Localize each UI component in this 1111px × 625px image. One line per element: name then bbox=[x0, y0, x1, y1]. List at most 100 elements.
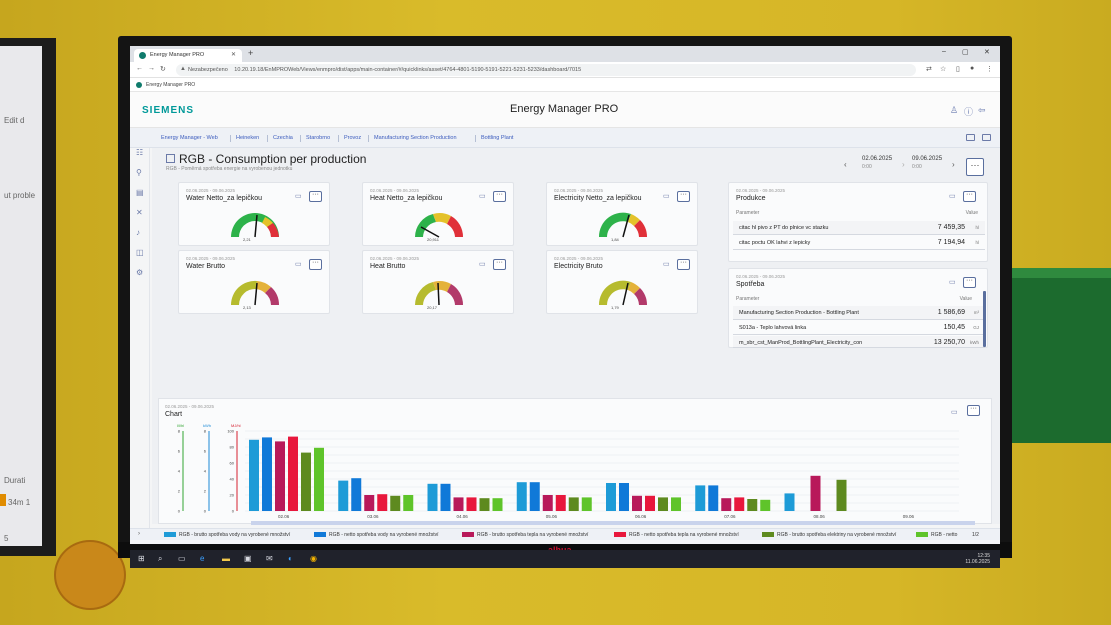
gauge-card: 02.06.2025 - 09.06.2025 Water Brutto ▭ ··… bbox=[178, 250, 330, 314]
gauge-title: Water Brutto bbox=[186, 263, 226, 270]
side-panel-icon[interactable]: ▯ bbox=[956, 66, 960, 73]
breadcrumb-item[interactable]: Czechia bbox=[273, 135, 293, 141]
browser-tab-title: Energy Manager PRO bbox=[150, 52, 205, 58]
profile-icon[interactable]: ● bbox=[970, 65, 975, 72]
breadcrumb-item[interactable]: Manufacturing Section Production bbox=[374, 135, 457, 141]
new-tab-button[interactable]: + bbox=[248, 48, 254, 58]
table-scrollbar[interactable] bbox=[983, 291, 986, 347]
card-more-button[interactable]: ··· bbox=[493, 259, 506, 270]
chart-bar bbox=[581, 497, 592, 511]
comment-icon[interactable]: ▭ bbox=[949, 193, 956, 200]
store-icon[interactable]: ▣ bbox=[244, 554, 252, 563]
back-icon[interactable]: ← bbox=[136, 65, 143, 72]
folder-icon[interactable]: ▬ bbox=[222, 554, 230, 563]
bell-icon[interactable]: ♪ bbox=[136, 228, 140, 237]
x-tick-label: 06.06 bbox=[635, 514, 647, 519]
legend-expand-icon[interactable]: › bbox=[138, 531, 140, 537]
bookmark-favicon-icon bbox=[136, 82, 142, 88]
chart-bar bbox=[262, 437, 272, 511]
user-icon[interactable]: ♙ bbox=[950, 105, 959, 115]
comment-icon[interactable]: ▭ bbox=[663, 261, 670, 268]
tv-monitor: alhua Energy Manager PRO ✕ + – ▢ ✕ ← → ↻… bbox=[118, 36, 1012, 568]
card-more-button[interactable]: ··· bbox=[677, 259, 690, 270]
wall-sticker bbox=[54, 540, 126, 610]
breadcrumb-item[interactable]: Heineken bbox=[236, 135, 260, 141]
y-tick-label: 6 bbox=[178, 449, 181, 454]
search-icon[interactable]: ⌕ bbox=[158, 554, 163, 563]
hierarchy-icon[interactable]: ☷ bbox=[136, 148, 144, 157]
chart-bar bbox=[314, 447, 324, 511]
x-tick-label: 04.06 bbox=[456, 514, 468, 519]
comment-icon[interactable]: ▭ bbox=[949, 279, 956, 286]
comment-icon[interactable]: ▭ bbox=[479, 193, 486, 200]
breadcrumb-item[interactable]: Starobrno bbox=[306, 135, 331, 141]
date-to[interactable]: 09.06.2025 0:00 bbox=[912, 156, 943, 170]
legend-item[interactable]: RGB - netto bbox=[916, 532, 957, 538]
legend-item[interactable]: RGB - brutto spotřeba elektriny na vyrob… bbox=[762, 532, 896, 538]
report-icon[interactable]: ◫ bbox=[136, 248, 144, 257]
y-tick-label: 0 bbox=[232, 509, 235, 514]
date-from[interactable]: 02.06.2025 0:00 bbox=[862, 156, 893, 170]
card-more-button[interactable]: ··· bbox=[963, 191, 976, 202]
gauge-water-netto bbox=[231, 213, 279, 238]
chrome-icon[interactable]: ◉ bbox=[310, 554, 317, 563]
gauge-title: Heat Brutto bbox=[370, 263, 406, 270]
mail-icon[interactable]: ✉ bbox=[266, 554, 273, 563]
panel-layout-icon[interactable] bbox=[966, 134, 975, 141]
edge-pinned-icon[interactable]: ◐ bbox=[288, 554, 293, 563]
date-prev-icon[interactable]: ‹ bbox=[844, 160, 847, 169]
start-icon[interactable]: ⊞ bbox=[138, 554, 145, 563]
close-window-button[interactable]: ✕ bbox=[984, 49, 990, 56]
tools-icon[interactable]: ✕ bbox=[136, 208, 143, 217]
legend-item[interactable]: RGB - brutto spotřeba vody na vyrobené m… bbox=[164, 532, 290, 538]
forward-icon[interactable]: → bbox=[148, 65, 155, 72]
legend-item[interactable]: RGB - netto spotřeba vody na vyrobené mn… bbox=[314, 532, 439, 538]
minimize-button[interactable]: – bbox=[942, 48, 946, 55]
link-icon[interactable]: ⚲ bbox=[136, 168, 142, 177]
comment-icon[interactable]: ▭ bbox=[479, 261, 486, 268]
breadcrumb-item[interactable]: Energy Manager - Web bbox=[161, 135, 218, 141]
browser-tab[interactable]: Energy Manager PRO ✕ bbox=[134, 49, 242, 62]
menu-icon[interactable]: ⋮ bbox=[986, 66, 993, 73]
edge-icon[interactable]: e bbox=[200, 554, 205, 563]
translate-icon[interactable]: ⇄ bbox=[926, 66, 932, 73]
date-next-icon[interactable]: › bbox=[952, 160, 955, 169]
panel-split-icon[interactable] bbox=[982, 134, 991, 141]
chart-icon[interactable]: ▤ bbox=[136, 188, 144, 197]
settings-icon[interactable]: ⚙ bbox=[136, 268, 144, 277]
chart-legend: › RGB - brutto spotřeba vody na vyrobené… bbox=[130, 528, 1000, 540]
page-more-button[interactable]: ··· bbox=[966, 158, 984, 176]
chart-bar bbox=[760, 499, 771, 511]
gauge-electricity-netto bbox=[598, 212, 648, 238]
date-range-arrow-icon: › bbox=[902, 160, 905, 169]
logout-icon[interactable]: ⇦ bbox=[978, 105, 986, 115]
bookmark-item[interactable]: Energy Manager PRO bbox=[146, 82, 196, 88]
tab-close-icon[interactable]: ✕ bbox=[230, 52, 236, 58]
breadcrumb-item[interactable]: Provoz bbox=[344, 135, 362, 141]
legend-item[interactable]: RGB - netto spotřeba tepla na vyrobené m… bbox=[614, 532, 739, 538]
comment-icon[interactable]: ▭ bbox=[951, 409, 958, 416]
card-more-button[interactable]: ··· bbox=[309, 191, 322, 202]
card-more-button[interactable]: ··· bbox=[963, 277, 976, 288]
reload-icon[interactable]: ↻ bbox=[160, 66, 166, 73]
legend-item[interactable]: RGB - brutto spotřeba tepla na vyrobené … bbox=[462, 532, 588, 538]
maximize-button[interactable]: ▢ bbox=[962, 49, 969, 56]
y-tick-label: 0 bbox=[178, 509, 181, 514]
screen: Energy Manager PRO ✕ + – ▢ ✕ ← → ↻ ▲ Nez… bbox=[130, 46, 1000, 544]
chart-title: Chart bbox=[165, 411, 183, 418]
comment-icon[interactable]: ▭ bbox=[295, 261, 302, 268]
card-more-button[interactable]: ··· bbox=[677, 191, 690, 202]
y-tick-label: 100 bbox=[227, 429, 234, 434]
card-more-button[interactable]: ··· bbox=[493, 191, 506, 202]
insecure-label: Nezabezpečeno bbox=[188, 67, 228, 73]
comment-icon[interactable]: ▭ bbox=[295, 193, 302, 200]
chart-bar bbox=[836, 479, 847, 511]
task-view-icon[interactable]: ▭ bbox=[178, 554, 186, 563]
info-icon[interactable]: ⓘ bbox=[964, 107, 974, 117]
comment-icon[interactable]: ▭ bbox=[663, 193, 670, 200]
chart-more-button[interactable]: ··· bbox=[967, 405, 980, 416]
url-field[interactable]: ▲ Nezabezpečeno 10.20.19.18/EnMPROWeb/Vi… bbox=[176, 64, 916, 76]
card-more-button[interactable]: ··· bbox=[309, 259, 322, 270]
breadcrumb-item[interactable]: Bottling Plant bbox=[481, 135, 514, 141]
star-icon[interactable]: ☆ bbox=[940, 66, 947, 73]
